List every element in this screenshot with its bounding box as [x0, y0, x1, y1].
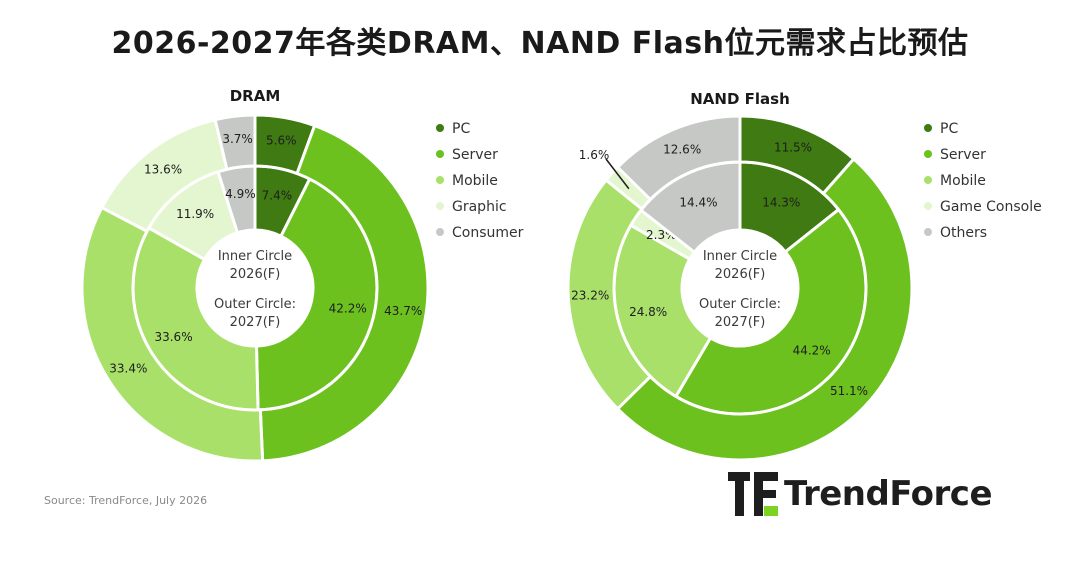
- nand-flash-legend-swatch-game-console: [924, 202, 932, 210]
- dram-inner-label-pc: 7.4%: [262, 189, 293, 203]
- dram-legend-swatch-consumer: [436, 228, 444, 236]
- chart-main-title: 2026-2027年各类DRAM、NAND Flash位元需求占比预估: [111, 26, 969, 61]
- dram-legend-label-pc: PC: [452, 121, 470, 137]
- source-note: Source: TrendForce, July 2026: [44, 494, 208, 507]
- nand-flash-outer-label-game-console: 1.6%: [579, 148, 610, 162]
- nand-flash-center-text-2: Outer Circle:: [699, 297, 781, 312]
- nand-flash-inner-label-server: 44.2%: [793, 343, 831, 357]
- nand-flash-outer-slice-server: [615, 156, 914, 462]
- dram-legend-label-consumer: Consumer: [452, 225, 524, 241]
- dram-center-text-3: 2027(F): [230, 315, 281, 330]
- nand-flash-inner-label-pc: 14.3%: [762, 195, 800, 209]
- trendforce-logo-icon: [728, 472, 778, 516]
- nand-flash-center-text-0: Inner Circle: [703, 249, 777, 264]
- nand-flash-legend-label-mobile: Mobile: [940, 173, 986, 189]
- nand-flash-outer-label-server: 51.1%: [830, 384, 868, 398]
- nand-flash-inner-label-mobile: 24.8%: [629, 305, 667, 319]
- dram-chart: DRAM 7.4% 42.2% 33.6% 11.9% 4.9% 5.6% 43.7% 33.4…: [80, 87, 524, 463]
- nand-flash-legend-label-server: Server: [940, 147, 986, 163]
- nand-flash-outer-label-pc: 11.5%: [774, 141, 812, 155]
- dram-outer-slice-mobile: [80, 205, 265, 463]
- dram-legend-label-server: Server: [452, 147, 498, 163]
- dram-outer-label-graphic: 13.6%: [144, 162, 182, 176]
- dram-inner-label-consumer: 4.9%: [225, 187, 256, 201]
- dram-center-text-1: 2026(F): [230, 267, 281, 282]
- dram-outer-label-server: 43.7%: [384, 304, 422, 318]
- nand-flash-inner-label-others: 14.4%: [679, 196, 717, 210]
- nand-flash-legend-label-pc: PC: [940, 121, 958, 137]
- dram-outer-slice-consumer: [213, 113, 257, 172]
- dram-legend-swatch-server: [436, 150, 444, 158]
- nand-flash-legend-swatch-server: [924, 150, 932, 158]
- dram-inner-label-mobile: 33.6%: [154, 330, 192, 344]
- nand-flash-chart-title: NAND Flash: [690, 90, 790, 108]
- dram-center-text-0: Inner Circle: [218, 249, 292, 264]
- dram-outer-label-consumer: 3.7%: [222, 132, 253, 146]
- dram-inner-label-server: 42.2%: [329, 302, 367, 316]
- trendforce-logo: TrendForce: [728, 470, 993, 518]
- nand-flash-legend-swatch-others: [924, 228, 932, 236]
- nand-flash-outer-slice-others: [615, 114, 742, 202]
- nand-flash-legend-label-game-console: Game Console: [940, 199, 1042, 215]
- nand-flash-legend-swatch-pc: [924, 124, 932, 132]
- logo-wordmark: TrendForce: [784, 474, 993, 514]
- dram-legend-label-mobile: Mobile: [452, 173, 498, 189]
- nand-flash-outer-label-mobile: 23.2%: [571, 289, 609, 303]
- nand-flash-center-text-3: 2027(F): [715, 315, 766, 330]
- dram-outer-label-pc: 5.6%: [266, 133, 297, 147]
- dram-center-text-2: Outer Circle:: [214, 297, 296, 312]
- dram-outer-slice-server: [258, 123, 430, 463]
- dram-legend-swatch-pc: [436, 124, 444, 132]
- dram-chart-title: DRAM: [230, 87, 281, 105]
- dram-inner-label-graphic: 11.9%: [176, 207, 214, 221]
- dram-legend-swatch-graphic: [436, 202, 444, 210]
- nand-flash-legend-swatch-mobile: [924, 176, 932, 184]
- nand-flash-chart: NAND Flash14.3%44.2%24.8%2.3%14.4%11.5%5…: [566, 90, 1042, 462]
- dram-legend-swatch-mobile: [436, 176, 444, 184]
- nand-flash-center-text-1: 2026(F): [715, 267, 766, 282]
- dram-legend-label-graphic: Graphic: [452, 199, 507, 215]
- nand-flash-legend-label-others: Others: [940, 225, 987, 241]
- nand-flash-outer-label-others: 12.6%: [663, 143, 701, 157]
- nand-flash-outer-leader-game-console: [605, 158, 630, 190]
- dram-outer-label-mobile: 33.4%: [109, 361, 147, 375]
